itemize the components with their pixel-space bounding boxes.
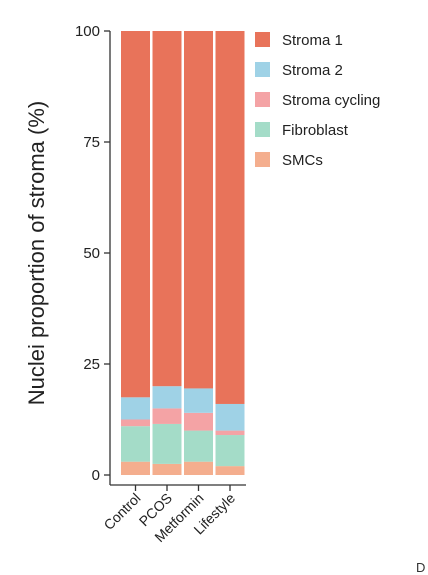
legend: Stroma 1 Stroma 2 Stroma cycling Fibroblast… — [255, 32, 380, 169]
bars — [121, 31, 245, 475]
bar-segment-fibroblast-metformin — [184, 430, 213, 462]
bar-segment-stroma-2-control — [121, 397, 150, 420]
legend-label: Stroma 1 — [282, 32, 343, 49]
bar-segment-stroma-cycling-metformin — [184, 412, 213, 431]
bar-segment-smcs-metformin — [184, 461, 213, 475]
bar-segment-stroma-1-metformin — [184, 31, 213, 389]
bar-segment-stroma-2-metformin — [184, 388, 213, 413]
y-axis-title: Nuclei proportion of stroma (%) — [24, 101, 49, 405]
bar-segment-stroma-1-lifestyle — [215, 31, 245, 404]
bar-segment-stroma-cycling-pcos — [152, 408, 182, 424]
bar-segment-stroma-2-pcos — [152, 386, 182, 409]
bar-segment-fibroblast-pcos — [152, 423, 182, 464]
bar-segment-smcs-control — [121, 461, 150, 475]
y-tick-label: 75 — [83, 134, 100, 151]
legend-label: Fibroblast — [282, 122, 349, 139]
legend-label: Stroma 2 — [282, 62, 343, 79]
legend-label: SMCs — [282, 152, 323, 169]
y-tick-label: 100 — [75, 23, 100, 40]
bar-segment-fibroblast-lifestyle — [215, 435, 245, 467]
legend-swatch-stroma-2 — [255, 62, 270, 77]
bar-segment-stroma-cycling-control — [121, 419, 150, 427]
y-tick-label: 25 — [83, 356, 100, 373]
bar-segment-stroma-1-control — [121, 31, 150, 398]
y-tick-label: 0 — [92, 467, 100, 484]
legend-swatch-smcs — [255, 152, 270, 167]
legend-swatch-fibroblast — [255, 122, 270, 137]
bar-segment-smcs-lifestyle — [215, 466, 245, 475]
y-tick-label: 50 — [83, 245, 100, 262]
category-label: Control — [100, 490, 143, 533]
legend-swatch-stroma-cycling — [255, 92, 270, 107]
bar-segment-fibroblast-control — [121, 426, 150, 462]
bar-segment-smcs-pcos — [152, 463, 182, 475]
bar-segment-stroma-cycling-lifestyle — [215, 430, 245, 436]
legend-swatch-stroma-1 — [255, 32, 270, 47]
corner-mark: D — [416, 560, 426, 575]
bar-segment-stroma-1-pcos — [152, 31, 182, 387]
legend-label: Stroma cycling — [282, 92, 380, 109]
bar-segment-stroma-2-lifestyle — [215, 403, 245, 431]
